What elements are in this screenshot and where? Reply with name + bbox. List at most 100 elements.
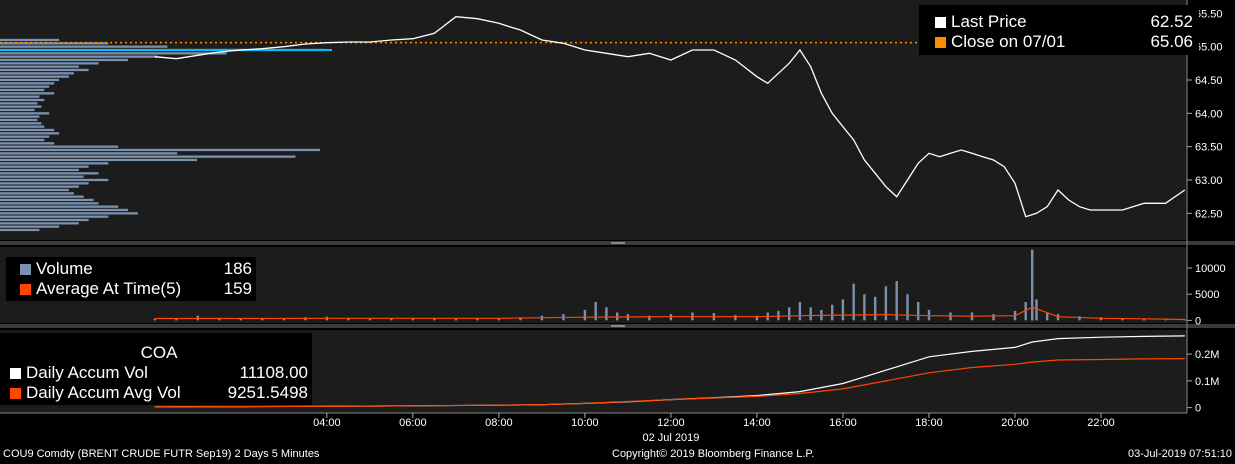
- legend-average-label: Average At Time(5): [36, 279, 182, 298]
- volume-bar: [917, 302, 920, 321]
- legend-accum-avg-label: Daily Accum Avg Vol: [26, 383, 181, 402]
- accum-tick-label: 0.2M: [1195, 349, 1219, 361]
- volume-bar: [1183, 319, 1186, 321]
- separator-handle-icon: [611, 242, 625, 244]
- volume-profile-bar: [0, 115, 40, 118]
- volume-legend: Volume 186 Average At Time(5) 159: [6, 257, 256, 301]
- volume-profile-bar: [0, 72, 74, 75]
- volume-bar: [788, 307, 791, 321]
- price-tick-label: 62.50: [1195, 208, 1223, 220]
- volume-profile-bar: [0, 202, 99, 205]
- volume-profile-bar: [0, 92, 55, 95]
- volume-bar: [261, 318, 264, 321]
- volume-profile-bar: [0, 178, 109, 182]
- volume-bar: [390, 318, 393, 321]
- volume-profile-bar: [0, 78, 60, 82]
- x-date-label: 02 Jul 2019: [642, 432, 699, 444]
- volume-bar: [831, 304, 834, 321]
- x-tick-label: 08:00: [485, 417, 513, 429]
- volume-profile-bar: [0, 145, 119, 148]
- legend-accum-avg-value: 9251.5498: [227, 383, 308, 402]
- volume-profile-bar: [0, 122, 42, 125]
- separator-handle-icon: [611, 325, 625, 327]
- accum-tick-label: 0: [1195, 403, 1201, 415]
- volume-profile-bar: [0, 62, 99, 65]
- price-tick-label: 64.50: [1195, 75, 1223, 87]
- volume-profile-bar: [0, 95, 40, 98]
- legend-close: Close on 07/01 65.06: [935, 32, 1193, 52]
- accum-legend: COA Daily Accum Vol 11108.00 Daily Accum…: [0, 333, 312, 405]
- price-tick-label: 65.00: [1195, 42, 1223, 54]
- x-tick-label: 04:00: [313, 417, 341, 429]
- volume-profile-bar: [0, 172, 99, 175]
- volume-bar: [841, 299, 845, 321]
- x-tick-label: 06:00: [399, 417, 427, 429]
- volume-bar: [175, 318, 178, 321]
- volume-bar: [497, 318, 501, 321]
- volume-profile-bar: [0, 212, 138, 215]
- daily-accum-avg-line: [154, 358, 1185, 408]
- x-tick-label: 10:00: [571, 417, 599, 429]
- volume-bar: [1142, 318, 1146, 321]
- volume-profile-bar: [0, 182, 89, 185]
- price-tick-label: 65.50: [1195, 8, 1223, 20]
- volume-bar: [755, 315, 759, 321]
- volume-profile-bar: [0, 105, 42, 108]
- volume-bar: [347, 317, 350, 321]
- volume-bar: [809, 307, 812, 321]
- x-tick-label: 16:00: [829, 417, 857, 429]
- footer-security: COU9 Comdty (BRENT CRUDE FUTR Sep19) 2 D…: [3, 448, 320, 460]
- volume-profile-bar: [0, 228, 40, 232]
- legend-volume: Volume 186: [20, 259, 252, 279]
- volume-bar: [1078, 316, 1081, 321]
- volume-profile-bar: [0, 132, 60, 135]
- volume-profile-bar: [0, 42, 109, 45]
- volume-profile-bar: [0, 102, 38, 105]
- volume-bar: [992, 314, 995, 321]
- close-swatch-icon: [935, 36, 946, 48]
- volume-bar: [874, 296, 877, 321]
- legend-volume-value: 186: [223, 259, 252, 278]
- legend-average: Average At Time(5) 159: [20, 279, 252, 299]
- volume-profile-bar: [0, 85, 50, 88]
- x-tick-label: 22:00: [1087, 417, 1115, 429]
- volume-profile-bar: [0, 45, 168, 48]
- volume-bar: [884, 286, 888, 321]
- volume-bar: [1031, 249, 1034, 321]
- volume-bar: [153, 318, 156, 321]
- volume-bar: [1046, 312, 1049, 321]
- volume-profile-bar: [0, 155, 296, 158]
- price-tick-label: 64.00: [1195, 108, 1223, 120]
- volume-profile-bar: [0, 38, 60, 42]
- volume-profile-bar: [0, 112, 50, 115]
- volume-profile-bar: [0, 198, 94, 202]
- last-price-line: [154, 16, 1186, 218]
- volume-bar: [476, 318, 479, 321]
- volume-profile-bar: [0, 148, 321, 152]
- x-tick-label: 20:00: [1001, 417, 1029, 429]
- legend-accum-vol-value: 11108.00: [239, 363, 308, 382]
- legend-last-price: Last Price 62.52: [935, 12, 1193, 32]
- volume-bar: [411, 317, 415, 321]
- volume-profile-bar: [0, 135, 50, 138]
- volume-profile-bar: [0, 185, 79, 188]
- volume-profile-bar: [0, 165, 89, 168]
- legend-accum-vol: Daily Accum Vol 11108.00: [10, 363, 308, 383]
- volume-bar: [1121, 318, 1124, 321]
- volume-bar: [583, 309, 587, 321]
- x-tick-label: 12:00: [657, 417, 685, 429]
- price-tick-label: 63.50: [1195, 142, 1223, 154]
- volume-bar: [852, 283, 855, 321]
- volume-profile-bar: [0, 98, 45, 102]
- volume-tick-label: 5000: [1195, 289, 1219, 301]
- volume-profile-bar: [0, 188, 69, 192]
- legend-average-value: 159: [223, 279, 252, 298]
- volume-swatch-icon: [20, 263, 31, 275]
- volume-profile-bar: [0, 215, 109, 218]
- volume-profile-bar: [0, 175, 84, 178]
- volume-bar: [648, 315, 651, 321]
- volume-profile-bar: [0, 162, 109, 165]
- legend-accum-vol-label: Daily Accum Vol: [26, 363, 148, 382]
- volume-profile-bar: [0, 205, 119, 208]
- volume-bar: [798, 302, 802, 321]
